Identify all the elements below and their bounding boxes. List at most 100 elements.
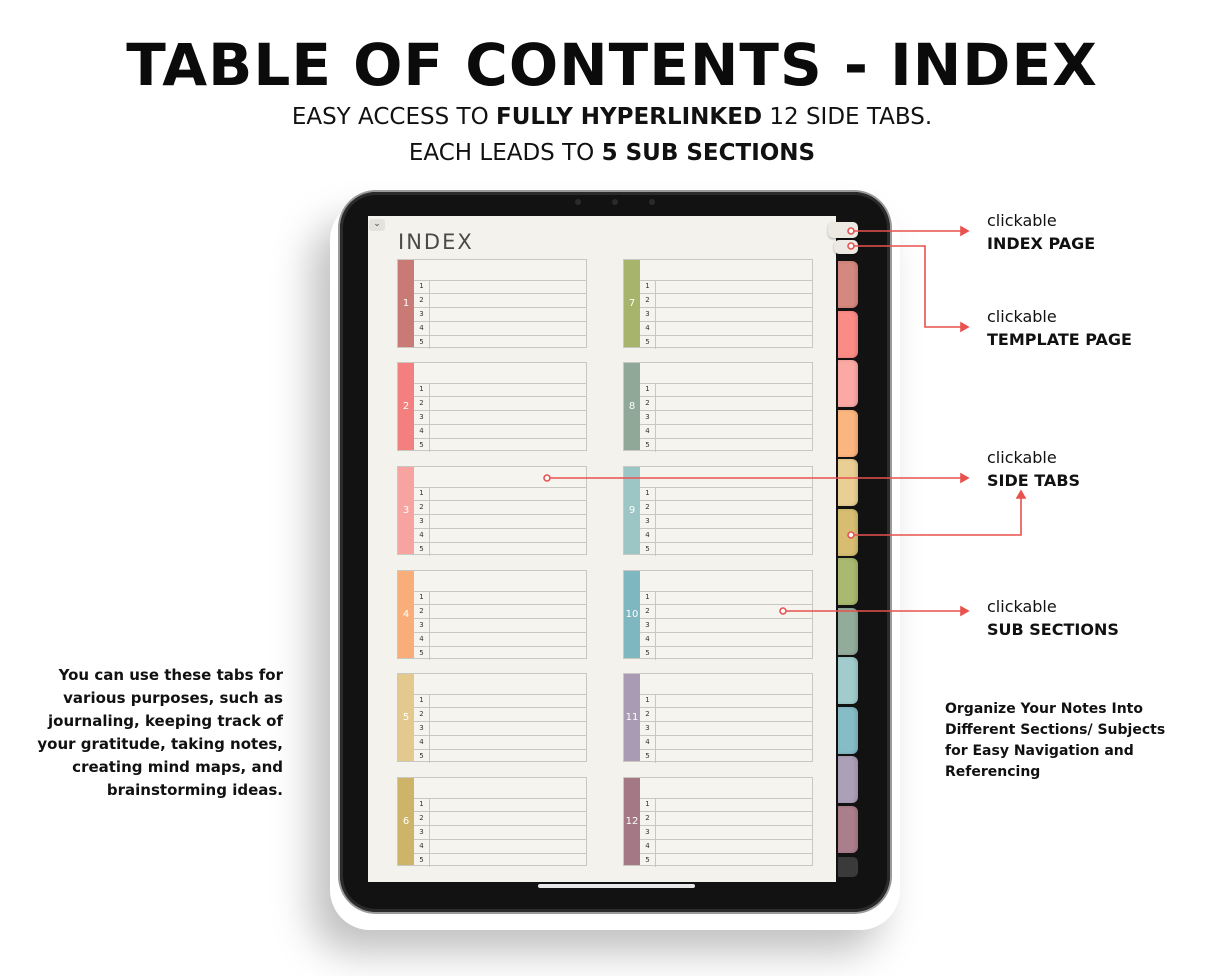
side-tab[interactable] — [838, 508, 858, 556]
sub-section-row[interactable]: 1 — [414, 591, 586, 605]
sub-section-row[interactable]: 5 — [414, 854, 586, 867]
section-number[interactable]: 12 — [624, 778, 640, 865]
sub-section-row[interactable]: 1 — [640, 591, 812, 605]
side-tab[interactable] — [838, 657, 858, 704]
section-title-field[interactable] — [640, 674, 812, 695]
sub-section-row[interactable]: 5 — [414, 439, 586, 452]
sub-section-row[interactable]: 3 — [414, 722, 586, 736]
section-number[interactable]: 2 — [398, 363, 414, 450]
section-title-field[interactable] — [640, 363, 812, 384]
sub-section-row[interactable]: 3 — [640, 515, 812, 529]
sub-section-row[interactable]: 2 — [414, 397, 586, 411]
sub-section-row[interactable]: 3 — [640, 411, 812, 425]
sub-section-row[interactable]: 5 — [640, 647, 812, 660]
sub-section-row[interactable]: 1 — [414, 487, 586, 501]
sub-section-row[interactable]: 5 — [640, 854, 812, 867]
sub-section-row[interactable]: 3 — [414, 308, 586, 322]
section-title-field[interactable] — [640, 571, 812, 592]
sub-section-row[interactable]: 3 — [640, 308, 812, 322]
sub-section-row[interactable]: 2 — [414, 708, 586, 722]
sub-section-row[interactable]: 5 — [640, 750, 812, 763]
side-tab[interactable] — [838, 409, 858, 457]
sub-section-row[interactable]: 2 — [640, 812, 812, 826]
sub-section-row[interactable]: 5 — [640, 543, 812, 556]
side-tab[interactable] — [838, 261, 858, 308]
side-tab-extra[interactable] — [838, 857, 858, 877]
sub-section-row[interactable]: 5 — [414, 750, 586, 763]
sub-section-row[interactable]: 2 — [414, 812, 586, 826]
sub-section-row[interactable]: 2 — [414, 294, 586, 308]
sub-section-row[interactable]: 4 — [640, 529, 812, 543]
section-title-field[interactable] — [414, 778, 586, 799]
index-section[interactable]: 11 1 2 3 4 5 — [623, 673, 813, 763]
section-number[interactable]: 3 — [398, 467, 414, 554]
sub-section-row[interactable]: 2 — [414, 605, 586, 619]
section-number[interactable]: 8 — [624, 363, 640, 450]
sub-section-row[interactable]: 4 — [414, 425, 586, 439]
side-tab[interactable] — [838, 459, 858, 506]
section-title-field[interactable] — [414, 260, 586, 281]
sub-section-row[interactable]: 3 — [414, 619, 586, 633]
sub-section-row[interactable]: 2 — [414, 501, 586, 515]
sub-section-row[interactable]: 4 — [640, 840, 812, 854]
sub-section-row[interactable]: 1 — [414, 280, 586, 294]
sub-section-row[interactable]: 3 — [640, 722, 812, 736]
sub-section-row[interactable]: 5 — [640, 439, 812, 452]
sub-section-row[interactable]: 3 — [414, 826, 586, 840]
sub-section-row[interactable]: 5 — [414, 543, 586, 556]
sub-section-row[interactable]: 2 — [640, 605, 812, 619]
sub-section-row[interactable]: 4 — [414, 633, 586, 647]
side-tab[interactable] — [838, 607, 858, 655]
sub-section-row[interactable]: 1 — [640, 280, 812, 294]
sub-section-row[interactable]: 5 — [414, 647, 586, 660]
sub-section-row[interactable]: 4 — [640, 425, 812, 439]
sub-section-row[interactable]: 5 — [640, 336, 812, 349]
side-tab[interactable] — [838, 805, 858, 853]
sub-section-row[interactable]: 3 — [640, 619, 812, 633]
section-title-field[interactable] — [640, 778, 812, 799]
sub-section-row[interactable]: 2 — [640, 708, 812, 722]
sub-section-row[interactable]: 3 — [414, 411, 586, 425]
side-tab[interactable] — [838, 310, 858, 358]
section-number[interactable]: 4 — [398, 571, 414, 658]
sub-section-row[interactable]: 4 — [414, 736, 586, 750]
sub-section-row[interactable]: 1 — [414, 694, 586, 708]
section-title-field[interactable] — [414, 363, 586, 384]
sub-section-row[interactable]: 1 — [640, 487, 812, 501]
section-number[interactable]: 11 — [624, 674, 640, 761]
side-tab[interactable] — [838, 706, 858, 754]
section-title-field[interactable] — [414, 467, 586, 488]
sub-section-row[interactable]: 3 — [414, 515, 586, 529]
sub-section-row[interactable]: 3 — [640, 826, 812, 840]
index-section[interactable]: 12 1 2 3 4 5 — [623, 777, 813, 867]
section-number[interactable]: 6 — [398, 778, 414, 865]
section-number[interactable]: 9 — [624, 467, 640, 554]
section-number[interactable]: 1 — [398, 260, 414, 347]
sub-section-row[interactable]: 1 — [414, 798, 586, 812]
collapse-icon[interactable]: ⌄ — [369, 219, 385, 231]
sub-section-row[interactable]: 4 — [640, 322, 812, 336]
sub-section-row[interactable]: 4 — [414, 840, 586, 854]
sub-section-row[interactable]: 4 — [414, 529, 586, 543]
sub-section-row[interactable]: 2 — [640, 397, 812, 411]
sub-section-row[interactable]: 1 — [640, 798, 812, 812]
section-title-field[interactable] — [640, 467, 812, 488]
sub-section-row[interactable]: 1 — [640, 383, 812, 397]
section-title-field[interactable] — [414, 674, 586, 695]
sub-section-row[interactable]: 4 — [640, 736, 812, 750]
sub-section-row[interactable]: 4 — [414, 322, 586, 336]
section-number[interactable]: 5 — [398, 674, 414, 761]
section-title-field[interactable] — [414, 571, 586, 592]
section-title-field[interactable] — [640, 260, 812, 281]
side-tab[interactable] — [838, 558, 858, 605]
sub-section-row[interactable]: 5 — [414, 336, 586, 349]
